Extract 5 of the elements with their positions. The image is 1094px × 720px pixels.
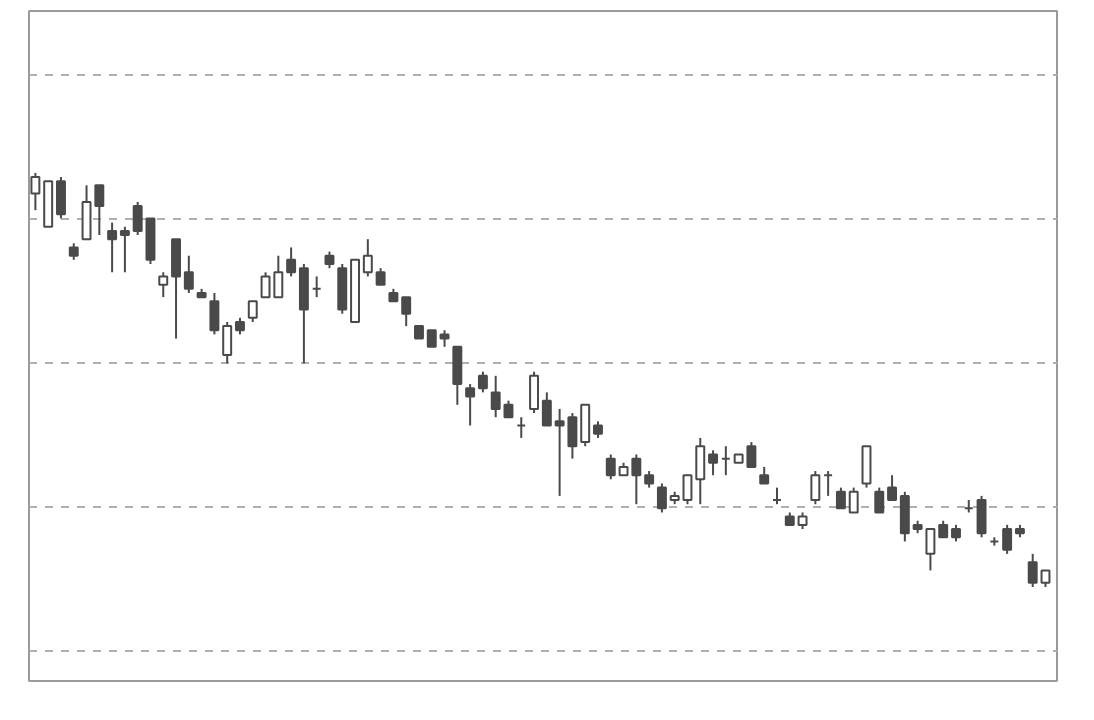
candlestick: [861, 445, 872, 489]
candlestick: [976, 494, 987, 539]
candlestick: [247, 300, 258, 323]
candlestick: [810, 470, 821, 506]
candlestick: [452, 345, 463, 406]
